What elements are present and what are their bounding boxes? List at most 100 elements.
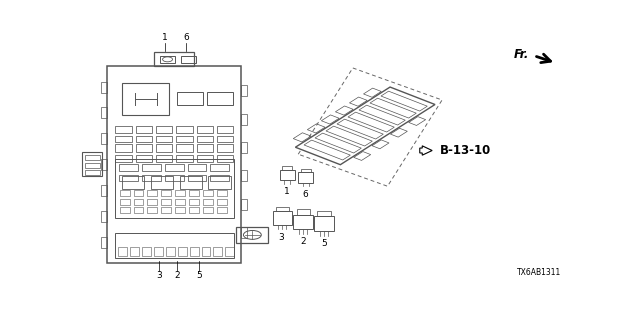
Bar bbox=[134, 207, 143, 213]
Bar bbox=[118, 247, 127, 256]
Bar bbox=[175, 198, 185, 205]
Bar bbox=[381, 91, 428, 111]
Bar bbox=[196, 136, 213, 142]
Bar bbox=[354, 152, 371, 160]
Bar bbox=[181, 56, 196, 63]
Bar bbox=[154, 247, 163, 256]
Bar bbox=[166, 247, 175, 256]
Bar bbox=[142, 175, 161, 181]
Bar bbox=[188, 175, 207, 181]
Bar bbox=[120, 207, 130, 213]
Bar bbox=[147, 190, 157, 196]
Bar bbox=[236, 227, 269, 243]
Bar bbox=[101, 211, 108, 222]
Text: 1: 1 bbox=[162, 33, 168, 42]
Bar bbox=[207, 92, 233, 105]
Bar bbox=[189, 190, 199, 196]
FancyArrow shape bbox=[420, 146, 432, 155]
Bar bbox=[203, 198, 213, 205]
Bar bbox=[390, 128, 407, 137]
Bar bbox=[101, 82, 108, 92]
Bar bbox=[83, 152, 102, 176]
Bar bbox=[134, 190, 143, 196]
Bar bbox=[321, 115, 339, 124]
Bar bbox=[156, 144, 172, 152]
Bar bbox=[196, 144, 213, 152]
Bar bbox=[165, 175, 184, 181]
Text: 5: 5 bbox=[196, 271, 202, 280]
Bar bbox=[115, 156, 132, 162]
Text: 3: 3 bbox=[278, 233, 284, 242]
Bar bbox=[136, 126, 152, 133]
Bar bbox=[151, 176, 173, 189]
Bar bbox=[304, 140, 350, 160]
Text: 2: 2 bbox=[300, 237, 306, 246]
Bar bbox=[209, 176, 231, 189]
Bar bbox=[101, 185, 108, 196]
Bar bbox=[217, 198, 227, 205]
Bar bbox=[101, 108, 108, 118]
Bar bbox=[217, 144, 233, 152]
Bar bbox=[293, 133, 311, 142]
Bar bbox=[282, 166, 292, 170]
Bar bbox=[154, 52, 195, 66]
Bar bbox=[101, 133, 108, 144]
Bar bbox=[213, 247, 222, 256]
Bar bbox=[108, 66, 241, 263]
Bar bbox=[130, 247, 139, 256]
Bar bbox=[307, 124, 325, 133]
Text: B-13-10: B-13-10 bbox=[440, 144, 492, 157]
Text: 3: 3 bbox=[157, 271, 162, 280]
Bar bbox=[241, 170, 247, 181]
Bar bbox=[165, 164, 184, 172]
Bar bbox=[211, 175, 229, 181]
Bar bbox=[372, 140, 389, 149]
Bar bbox=[85, 156, 100, 160]
Bar bbox=[147, 198, 157, 205]
Bar bbox=[364, 88, 381, 97]
Bar bbox=[409, 116, 426, 125]
Bar bbox=[115, 136, 132, 142]
Bar bbox=[176, 136, 193, 142]
Text: 2: 2 bbox=[174, 271, 180, 280]
Bar bbox=[175, 190, 185, 196]
Bar bbox=[217, 207, 227, 213]
Bar bbox=[203, 207, 213, 213]
Bar bbox=[115, 159, 234, 218]
Bar bbox=[188, 164, 207, 172]
Bar bbox=[177, 92, 202, 105]
Bar bbox=[225, 247, 234, 256]
Bar bbox=[122, 83, 169, 115]
Bar bbox=[217, 190, 227, 196]
Bar bbox=[314, 216, 334, 231]
Bar bbox=[196, 156, 213, 162]
Text: 5: 5 bbox=[321, 239, 327, 248]
Bar bbox=[147, 207, 157, 213]
Bar bbox=[176, 156, 193, 162]
Bar bbox=[202, 247, 211, 256]
Bar bbox=[298, 172, 313, 183]
Bar bbox=[241, 114, 247, 124]
Bar bbox=[370, 98, 416, 118]
Bar bbox=[142, 247, 151, 256]
Bar bbox=[136, 136, 152, 142]
Bar bbox=[189, 207, 199, 213]
Text: 6: 6 bbox=[303, 190, 308, 199]
Bar bbox=[276, 207, 289, 212]
Bar bbox=[196, 126, 213, 133]
Bar bbox=[119, 175, 138, 181]
Bar bbox=[136, 156, 152, 162]
Bar bbox=[296, 209, 310, 215]
Bar bbox=[115, 126, 132, 133]
Bar bbox=[120, 190, 130, 196]
Bar bbox=[160, 56, 175, 63]
Bar bbox=[217, 126, 233, 133]
Bar bbox=[161, 190, 172, 196]
Bar bbox=[241, 142, 247, 153]
Bar bbox=[293, 215, 313, 229]
Bar bbox=[301, 169, 310, 172]
Bar bbox=[203, 190, 213, 196]
Bar bbox=[119, 164, 138, 172]
Bar bbox=[273, 212, 292, 225]
Text: 1: 1 bbox=[284, 188, 290, 196]
